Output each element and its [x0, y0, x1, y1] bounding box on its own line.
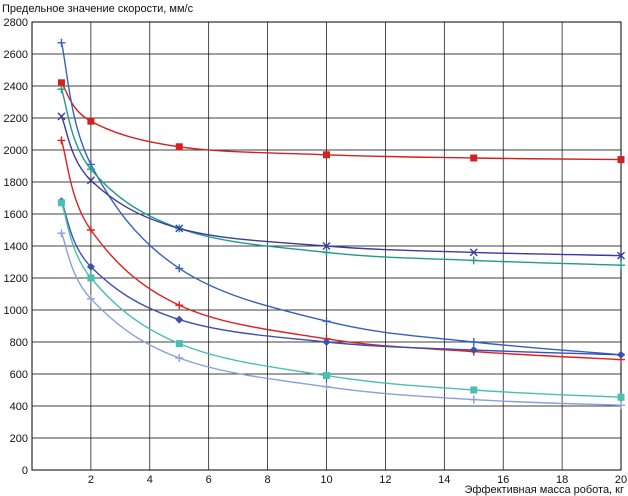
y-tick-label: 2400: [4, 81, 28, 93]
data-point-s7-p4: [323, 372, 330, 380]
data-point-s3-p4: [322, 248, 331, 257]
data-point-s4-p3: [175, 224, 184, 233]
data-point-s5-p3: [175, 301, 184, 310]
y-tick-label: 2600: [4, 49, 28, 61]
x-axis-ticks: 2 4 6 8 10 12 14 16 18 20: [88, 474, 627, 486]
grid: [31, 21, 622, 471]
data-point-s1-p6: [617, 156, 625, 164]
y-tick-label: 600: [10, 369, 28, 381]
data-point-s1-p5: [470, 154, 478, 162]
x-tick-label: 4: [147, 474, 153, 486]
data-point-s7-p2: [87, 274, 95, 282]
data-point-s3-p2: [86, 165, 95, 174]
x-tick-label: 14: [438, 474, 450, 486]
data-point-s4-p2: [86, 176, 95, 185]
x-tick-label: 16: [497, 474, 509, 486]
x-tick-label: 2: [88, 474, 94, 486]
data-point-s6-p2: [86, 262, 95, 271]
data-point-s7-p5: [470, 386, 478, 394]
data-point-s8-p3: [175, 354, 184, 362]
y-tick-label: 2000: [4, 145, 28, 157]
y-tick-label: 1800: [4, 177, 28, 189]
y-tick-label: 400: [10, 401, 28, 413]
data-point-s4-p6: [617, 251, 625, 260]
y-tick-label: 1000: [4, 305, 28, 317]
data-point-s3-p5: [469, 256, 478, 265]
x-axis-title: Эффективная масса робота, кг: [464, 484, 624, 496]
data-point-s1-p4: [323, 151, 330, 159]
data-point-s2-p4: [322, 317, 331, 326]
data-point-s2-p1: [57, 38, 66, 47]
data-point-s1-p3: [175, 143, 183, 151]
series-markers: [57, 38, 625, 410]
data-point-s5-p2: [86, 226, 95, 234]
data-point-s7-p3: [175, 340, 183, 348]
y-tick-label: 0: [22, 465, 28, 477]
data-point-s8-p4: [322, 382, 331, 391]
data-point-s4-p5: [469, 248, 478, 257]
data-point-s7-p1: [57, 199, 65, 207]
data-point-s7-p6: [617, 393, 625, 401]
data-point-s6-p3: [175, 315, 184, 324]
data-point-s4-p4: [322, 242, 331, 250]
y-axis-ticks: 0 200 400 600 800 1000 1200 1400 1600 1800 2000 220…: [4, 17, 28, 477]
y-tick-label: 1400: [4, 241, 28, 253]
y-tick-label: 800: [10, 337, 28, 349]
y-tick-label: 200: [10, 433, 28, 445]
data-point-s1-p2: [87, 117, 95, 125]
data-point-s4-p1: [57, 112, 66, 121]
data-point-s3-p1: [57, 85, 66, 94]
data-point-s2-p3: [175, 264, 184, 273]
x-tick-label: 12: [379, 474, 391, 486]
x-tick-label: 8: [265, 474, 271, 486]
y-axis-title: Предельное значение скорости, мм/с: [2, 3, 194, 15]
data-point-s2-p5: [469, 338, 478, 346]
data-point-s1-p1: [57, 79, 65, 87]
data-point-s8-p5: [469, 395, 478, 404]
y-tick-label: 1200: [4, 273, 28, 285]
x-tick-label: 20: [615, 474, 627, 486]
x-tick-label: 6: [206, 474, 212, 486]
y-tick-label: 2200: [4, 113, 28, 125]
data-point-s8-p6: [617, 401, 625, 410]
data-point-s8-p2: [86, 294, 95, 303]
series-line-2: [60, 42, 622, 356]
data-point-s6-p5: [469, 346, 478, 354]
data-point-s8-p1: [57, 229, 66, 238]
y-tick-label: 2800: [4, 17, 28, 29]
data-point-s5-p1: [57, 136, 66, 145]
x-tick-label: 10: [320, 474, 332, 486]
y-tick-label: 1600: [4, 209, 28, 221]
x-tick-label: 18: [556, 474, 568, 486]
data-point-s3-p6: [617, 261, 625, 270]
data-point-s6-p6: [617, 350, 625, 359]
data-point-s6-p4: [322, 338, 331, 346]
